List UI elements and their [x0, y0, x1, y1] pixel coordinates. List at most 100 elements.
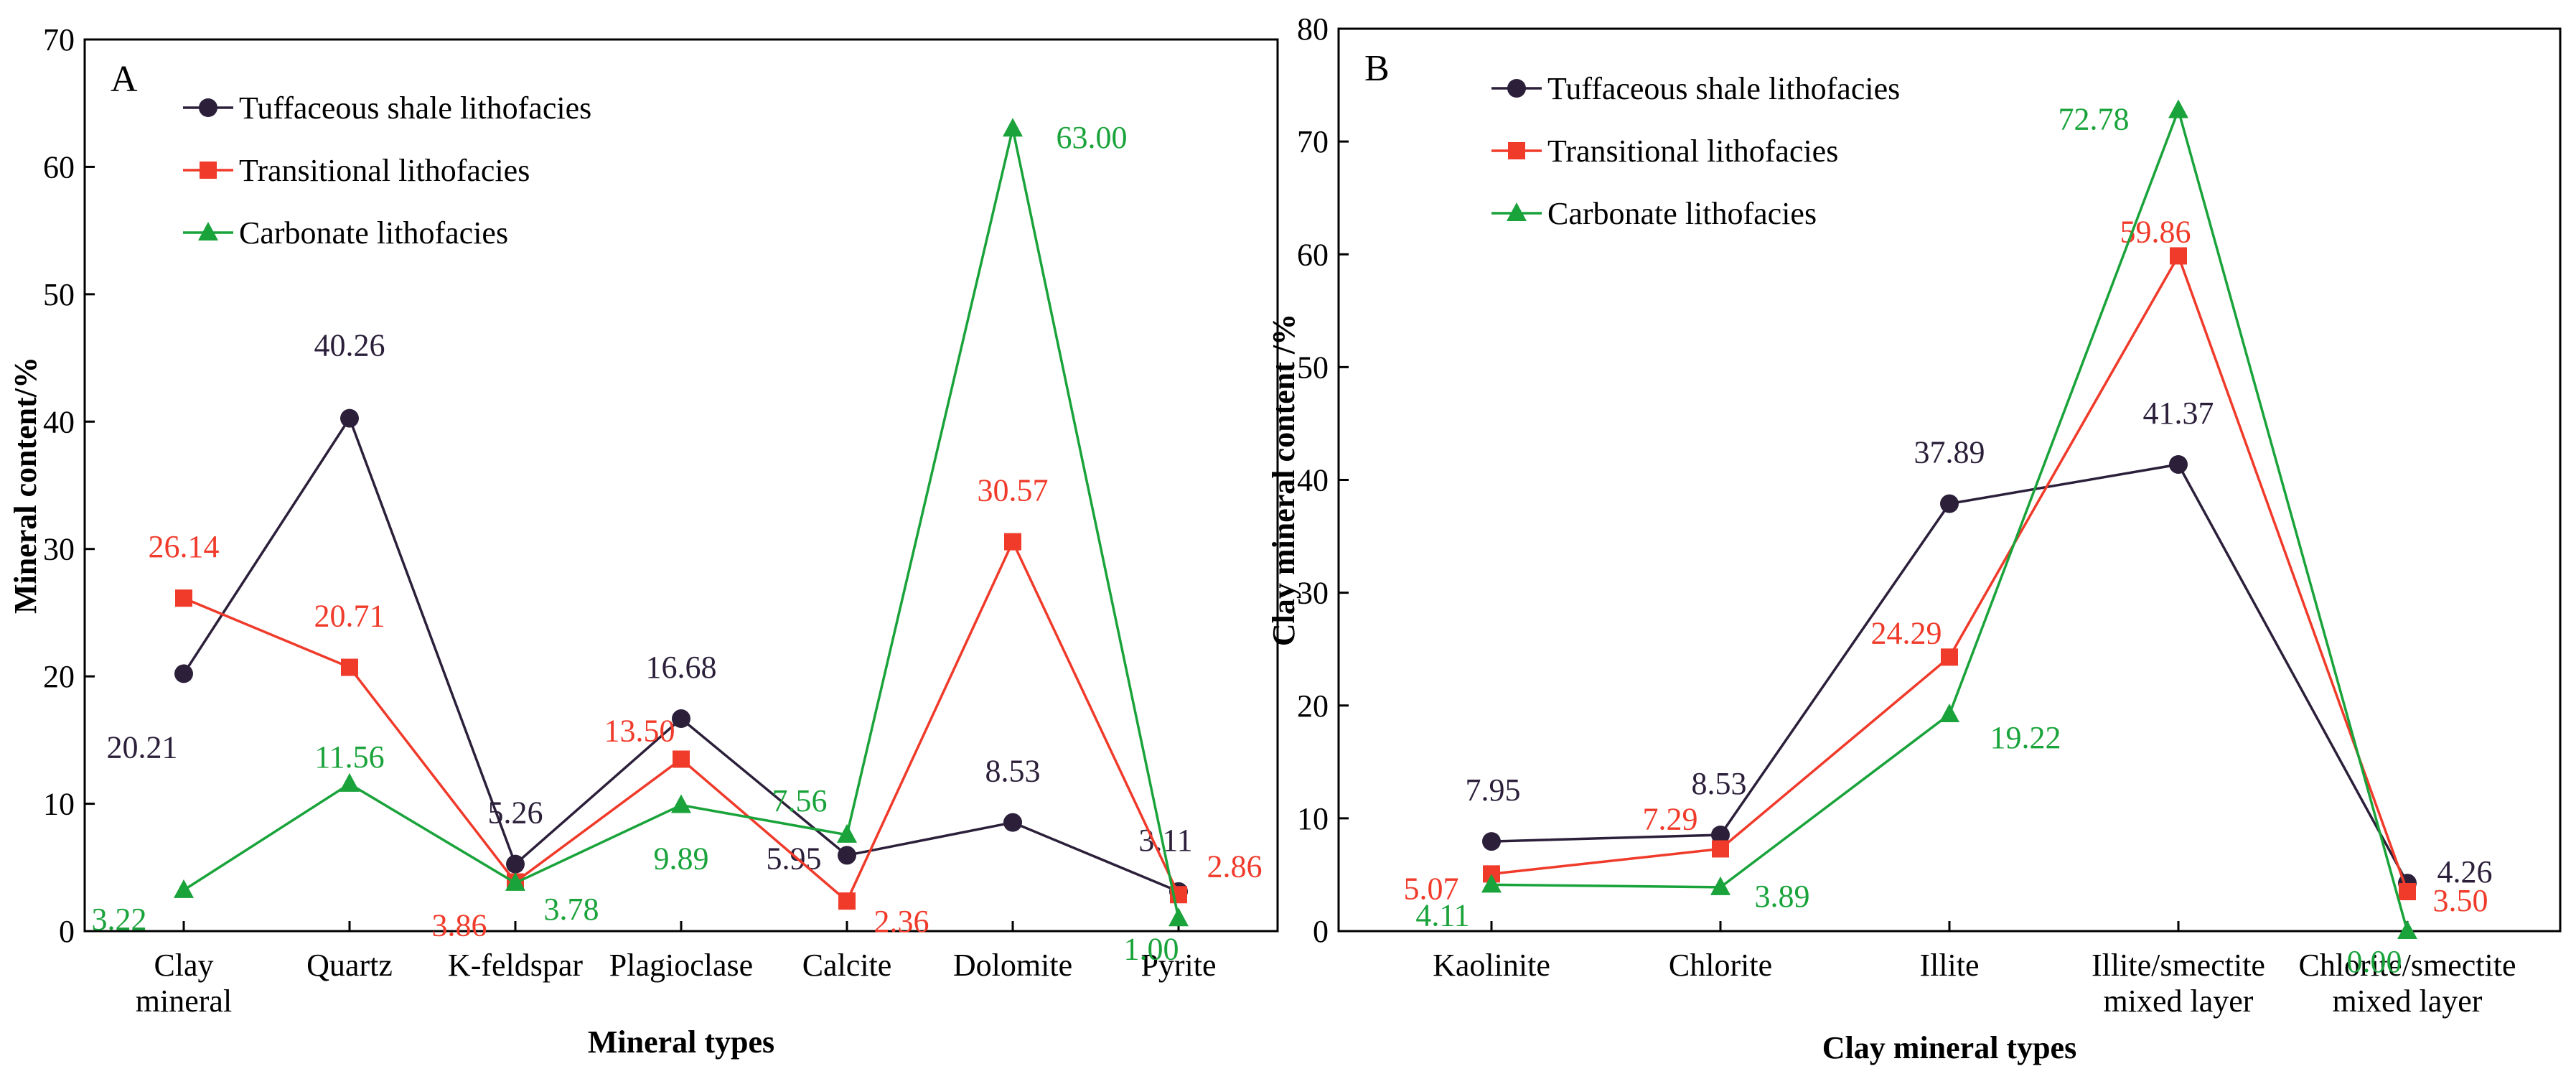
- data-label: 8.53: [985, 754, 1041, 789]
- data-label: 3.78: [544, 892, 599, 927]
- legend-marker-circle: [1507, 79, 1526, 98]
- x-tick-label: Quartz: [306, 948, 393, 983]
- panel-label: B: [1364, 48, 1390, 89]
- data-label: 8.53: [1692, 766, 1747, 801]
- y-tick-label: 0: [59, 914, 75, 949]
- data-label: 3.86: [432, 908, 487, 943]
- y-tick-label: 30: [1297, 576, 1329, 611]
- y-tick-label: 30: [43, 532, 75, 567]
- data-point-circle: [1711, 825, 1730, 844]
- y-tick-label: 80: [1297, 11, 1329, 47]
- data-point-circle: [174, 664, 193, 683]
- data-label: 59.86: [2120, 214, 2191, 249]
- data-point-triangle: [505, 872, 525, 891]
- y-tick-label: 20: [43, 659, 75, 694]
- data-label: 0.00: [2347, 944, 2402, 979]
- x-axis-title: Mineral types: [588, 1024, 774, 1060]
- series-line-circle: [1491, 463, 2409, 884]
- x-tick-label: K-feldspar: [448, 948, 583, 983]
- legend-label: Tuffaceous shale lithofacies: [239, 90, 591, 126]
- x-tick-label: mineral: [136, 984, 232, 1019]
- data-point-triangle: [2168, 99, 2188, 118]
- x-tick-label: Pyrite: [1141, 948, 1216, 983]
- data-point-square: [1941, 648, 1958, 666]
- y-tick-label: 40: [43, 404, 75, 439]
- data-point-square: [2170, 247, 2187, 265]
- data-point-square: [175, 589, 192, 607]
- data-label: 3.89: [1755, 879, 1810, 914]
- data-label: 3.22: [92, 902, 147, 937]
- data-label: 7.56: [772, 783, 828, 818]
- x-axis-title: Clay mineral types: [1822, 1030, 2076, 1065]
- data-label: 5.07: [1404, 871, 1459, 906]
- legend-marker-circle: [199, 98, 217, 117]
- data-label: 40.26: [314, 328, 385, 363]
- data-label: 3.50: [2433, 883, 2488, 918]
- plot-frame: [1337, 27, 2562, 933]
- data-label: 13.50: [604, 713, 675, 748]
- y-tick-label: 50: [43, 277, 75, 312]
- series-line-triangle: [1491, 106, 2409, 932]
- data-point-circle: [672, 709, 690, 729]
- legend-label: Transitional lithofacies: [1547, 134, 1838, 169]
- data-point-circle: [838, 846, 856, 865]
- y-tick-label: 10: [1297, 801, 1329, 836]
- data-point-square: [341, 658, 358, 676]
- data-label: 4.26: [2437, 854, 2493, 889]
- legend-marker-square: [1508, 142, 1525, 159]
- y-tick-label: 70: [1297, 124, 1329, 159]
- data-label: 72.78: [2059, 101, 2130, 136]
- data-point-circle: [1003, 813, 1022, 832]
- legend-label: Carbonate lithofacies: [1547, 196, 1817, 231]
- data-label: 7.29: [1643, 801, 1698, 836]
- data-label: 20.71: [314, 599, 385, 634]
- data-label: 16.68: [646, 650, 717, 685]
- data-point-triangle: [1003, 118, 1023, 137]
- x-tick-label: mixed layer: [2333, 984, 2483, 1019]
- data-label: 41.37: [2143, 396, 2214, 431]
- data-label: 2.86: [1207, 849, 1263, 884]
- data-point-square: [2399, 883, 2416, 901]
- x-tick-label: Chlorite/smectite: [2298, 948, 2516, 983]
- data-label: 7.95: [1466, 772, 1521, 808]
- x-tick-label: Chlorite: [1669, 948, 1772, 983]
- data-point-circle: [1940, 494, 1959, 513]
- data-label: 30.57: [978, 473, 1049, 508]
- data-point-triangle: [174, 879, 194, 898]
- data-label: 2.36: [874, 904, 929, 939]
- y-tick-label: 0: [1313, 914, 1329, 949]
- x-tick-label: Dolomite: [953, 948, 1072, 983]
- legend-marker-triangle: [198, 222, 218, 240]
- x-tick-label: Calcite: [802, 948, 892, 983]
- data-label: 26.14: [149, 529, 220, 564]
- data-label: 20.21: [107, 729, 178, 765]
- data-label: 1.00: [1124, 931, 1179, 966]
- y-axis-title: Mineral content/%: [8, 357, 43, 614]
- data-label: 19.22: [1990, 720, 2061, 755]
- y-tick-label: 60: [1297, 237, 1329, 272]
- y-tick-label: 60: [43, 149, 75, 184]
- data-label: 63.00: [1057, 120, 1128, 155]
- data-label: 5.26: [488, 795, 543, 831]
- x-tick-label: mixed layer: [2104, 984, 2254, 1019]
- y-axis-title: Clay mineral content /%: [1266, 314, 1301, 646]
- data-point-square: [838, 892, 856, 910]
- y-tick-label: 50: [1297, 350, 1329, 385]
- data-point-circle: [506, 854, 525, 874]
- legend-label: Tuffaceous shale lithofacies: [1547, 71, 1900, 106]
- y-tick-label: 40: [1297, 463, 1329, 498]
- data-point-circle: [340, 408, 359, 428]
- data-point-square: [673, 750, 690, 768]
- data-point-triangle: [1481, 874, 1502, 893]
- data-point-triangle: [2397, 920, 2417, 939]
- x-tick-label: Illite/smectite: [2092, 948, 2265, 983]
- legend-marker-square: [200, 162, 217, 179]
- data-point-square: [1712, 840, 1729, 858]
- data-label: 24.29: [1871, 615, 1942, 650]
- x-tick-label: Plagioclase: [609, 948, 753, 983]
- data-point-circle: [1482, 832, 1501, 851]
- data-point-circle: [2169, 454, 2188, 474]
- data-point-triangle: [671, 794, 691, 813]
- data-label: 9.89: [654, 841, 709, 877]
